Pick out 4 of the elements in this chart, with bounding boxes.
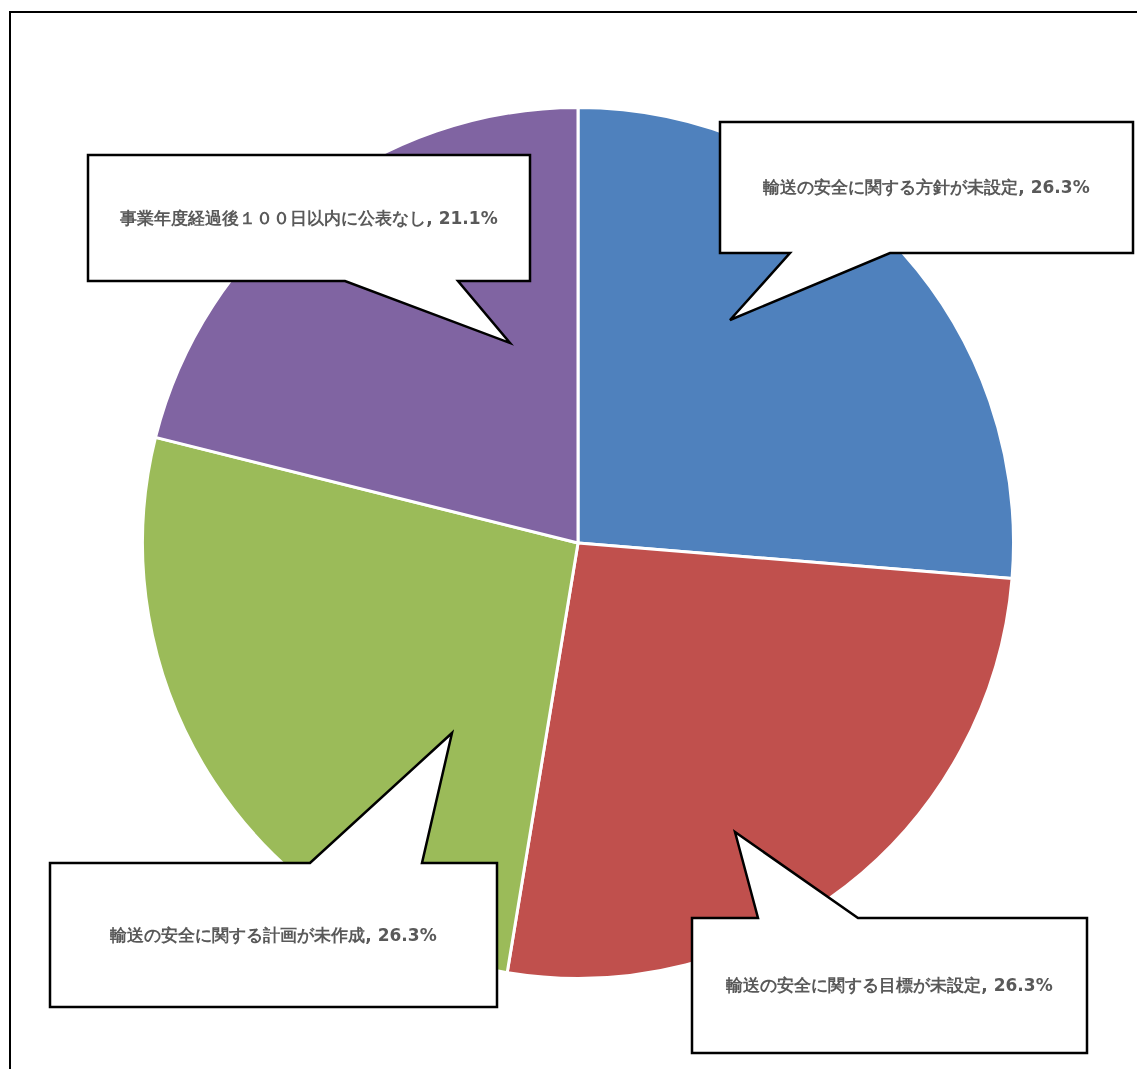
slice-label: 輸送の安全に関する方針が未設定, 26.3% — [763, 176, 1090, 199]
slice-label: 輸送の安全に関する計画が未作成, 26.3% — [110, 923, 437, 947]
slice-label: 事業年度経過後１００日以内に公表なし, 21.1% — [120, 206, 498, 230]
slice-label: 輸送の安全に関する目標が未設定, 26.3% — [726, 974, 1053, 997]
